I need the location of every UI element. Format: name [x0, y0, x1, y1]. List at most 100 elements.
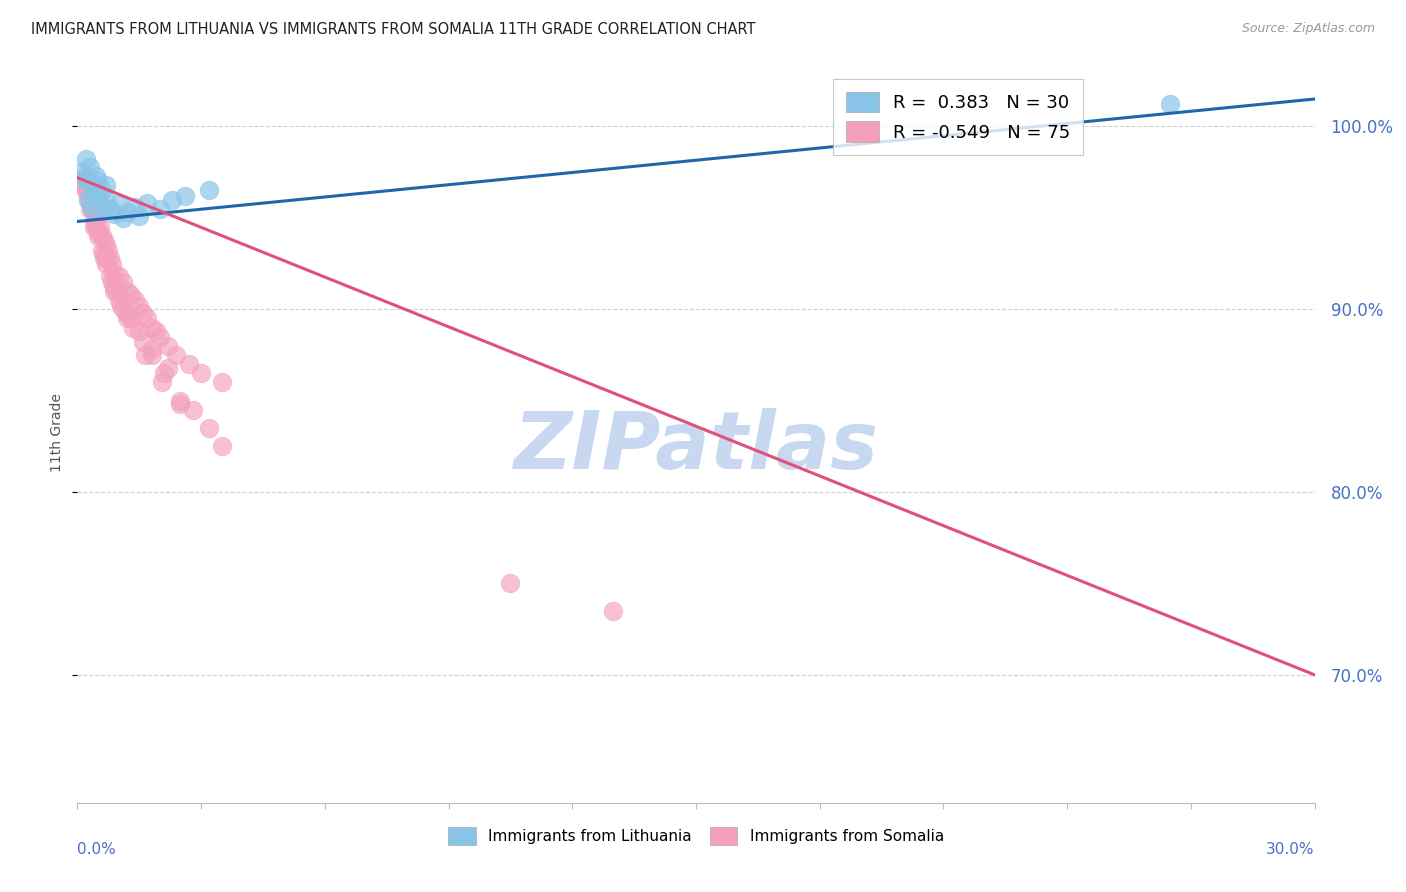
Point	[83, 196, 105, 211]
Point	[89, 196, 111, 211]
Point	[120, 287, 142, 301]
Point	[499, 576, 522, 591]
Point	[87, 189, 110, 203]
Point	[124, 293, 146, 307]
Point	[87, 229, 110, 244]
Point	[107, 293, 129, 307]
Text: IMMIGRANTS FROM LITHUANIA VS IMMIGRANTS FROM SOMALIA 11TH GRADE CORRELATION CHAR: IMMIGRANTS FROM LITHUANIA VS IMMIGRANTS …	[31, 22, 755, 37]
Point	[91, 183, 114, 197]
Point	[128, 324, 150, 338]
Point	[177, 357, 200, 371]
Point	[75, 183, 97, 197]
Point	[153, 366, 176, 380]
Point	[93, 247, 115, 261]
Point	[105, 284, 128, 298]
Point	[103, 284, 125, 298]
Point	[96, 178, 118, 192]
Point	[107, 196, 129, 211]
Point	[132, 306, 155, 320]
Point	[83, 214, 105, 228]
Point	[96, 238, 118, 252]
Point	[115, 205, 138, 219]
Point	[96, 251, 118, 265]
Point	[128, 299, 150, 313]
Point	[115, 306, 138, 320]
Point	[128, 209, 150, 223]
Point	[96, 256, 118, 270]
Point	[107, 269, 129, 284]
Point	[79, 193, 101, 207]
Point	[111, 275, 134, 289]
Point	[93, 202, 115, 216]
Point	[157, 339, 180, 353]
Point	[101, 256, 124, 270]
Point	[76, 193, 98, 207]
Point	[111, 211, 134, 225]
Point	[91, 229, 114, 244]
Text: 0.0%: 0.0%	[77, 842, 117, 856]
Point	[141, 320, 163, 334]
Point	[76, 174, 98, 188]
Point	[120, 311, 142, 326]
Point	[211, 376, 233, 390]
Point	[198, 183, 221, 197]
Point	[190, 366, 212, 380]
Point	[150, 376, 173, 390]
Point	[70, 174, 93, 188]
Y-axis label: 11th Grade: 11th Grade	[51, 393, 65, 472]
Point	[602, 604, 624, 618]
Point	[98, 202, 121, 216]
Point	[79, 196, 101, 211]
Point	[96, 193, 118, 207]
Point	[84, 169, 107, 183]
Point	[111, 302, 134, 317]
Point	[79, 202, 101, 216]
Point	[87, 207, 110, 221]
Text: 30.0%: 30.0%	[1267, 842, 1315, 856]
Point	[169, 397, 191, 411]
Point	[103, 280, 125, 294]
Point	[115, 284, 138, 298]
Point	[136, 196, 159, 211]
Point	[173, 189, 195, 203]
Point	[149, 329, 172, 343]
Point	[1159, 97, 1181, 112]
Point	[115, 311, 138, 326]
Point	[101, 275, 124, 289]
Point	[211, 439, 233, 453]
Point	[98, 251, 121, 265]
Point	[169, 393, 191, 408]
Point	[75, 153, 97, 167]
Point	[160, 193, 183, 207]
Point	[136, 311, 159, 326]
Point	[75, 183, 97, 197]
Point	[72, 178, 94, 192]
Point	[122, 320, 145, 334]
Point	[79, 160, 101, 174]
Point	[80, 202, 103, 216]
Point	[98, 269, 121, 284]
Point	[132, 335, 155, 350]
Point	[157, 360, 180, 375]
Point	[93, 233, 115, 247]
Point	[80, 202, 103, 216]
Point	[70, 165, 93, 179]
Point	[134, 348, 156, 362]
Point	[83, 219, 105, 234]
Point	[89, 219, 111, 234]
Point	[103, 207, 125, 221]
Point	[87, 226, 110, 240]
Point	[141, 348, 163, 362]
Point	[181, 402, 204, 417]
Point	[93, 251, 115, 265]
Point	[87, 174, 110, 188]
Point	[76, 189, 98, 203]
Point	[124, 200, 146, 214]
Point	[141, 343, 163, 357]
Point	[76, 170, 98, 185]
Point	[84, 214, 107, 228]
Point	[110, 299, 132, 313]
Point	[198, 421, 221, 435]
Legend: Immigrants from Lithuania, Immigrants from Somalia: Immigrants from Lithuania, Immigrants fr…	[441, 821, 950, 851]
Point	[145, 324, 167, 338]
